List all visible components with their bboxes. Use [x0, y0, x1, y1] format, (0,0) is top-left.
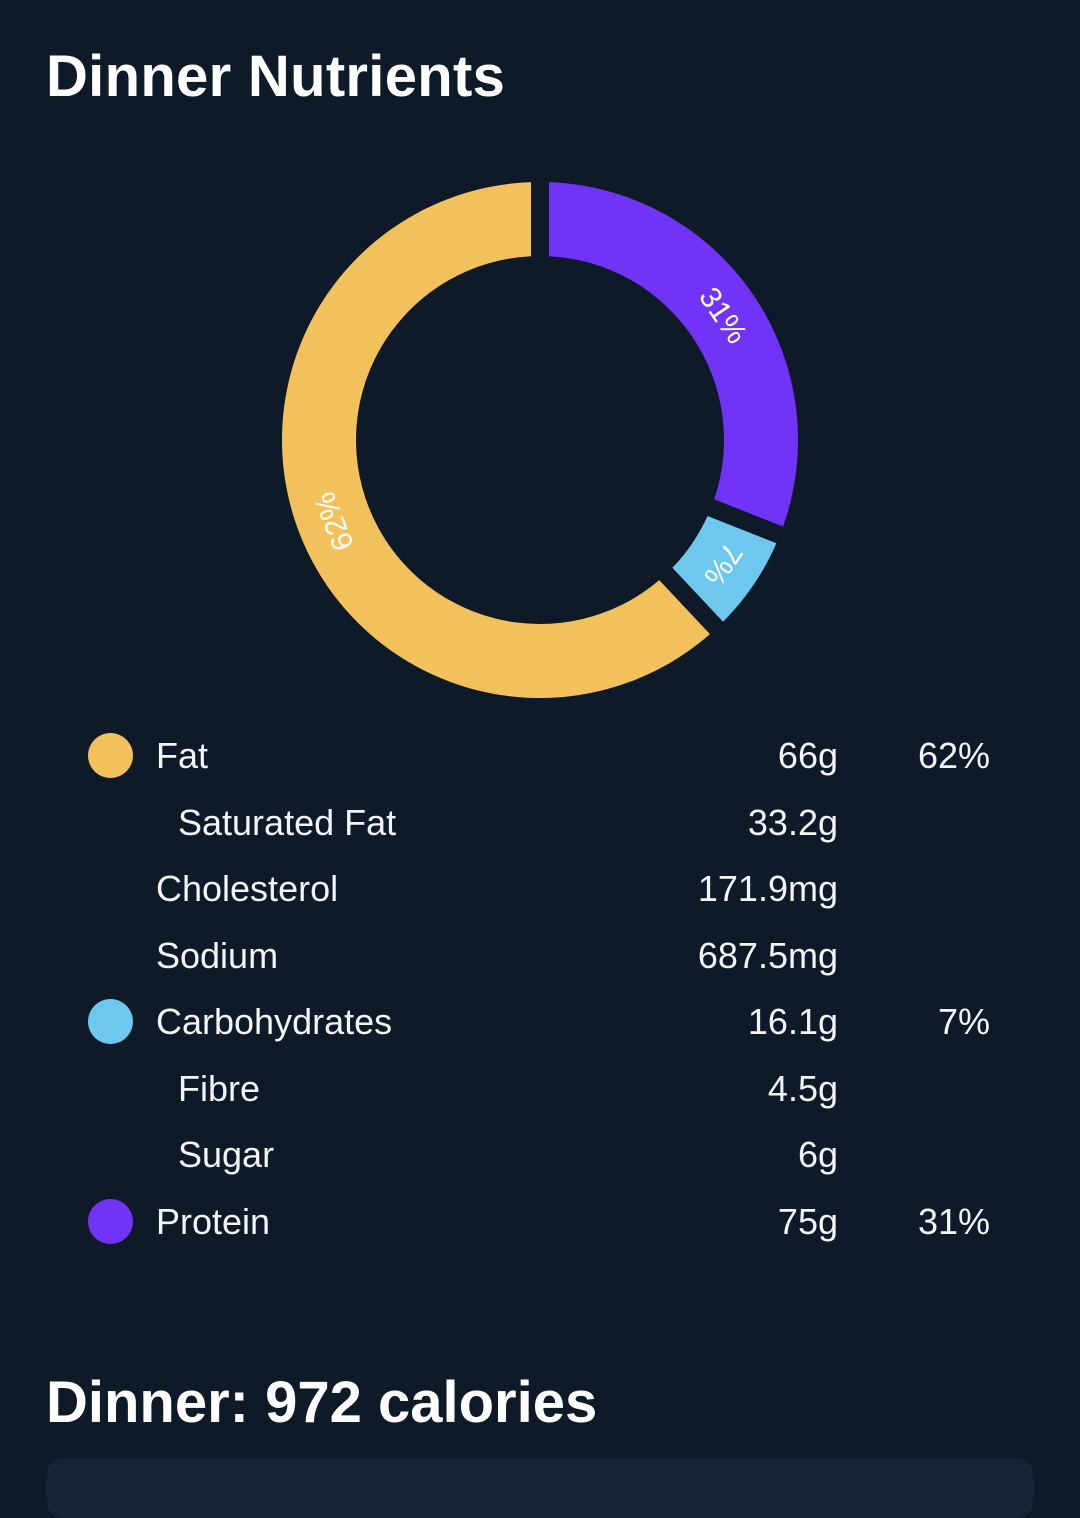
- nutrient-label: Fibre: [178, 1067, 261, 1109]
- donut-slice-carbohydrates: [672, 516, 777, 622]
- nutrient-amount: 75g: [777, 1200, 838, 1242]
- nutrient-amount: 66g: [777, 735, 838, 776]
- calories-heading: Dinner: 972 calories: [46, 1370, 598, 1435]
- nutrient-amount: 687.5mg: [697, 934, 838, 976]
- fat-color-dot: [88, 733, 133, 778]
- nutrient-amount: 33.2g: [747, 801, 838, 843]
- protein-color-dot: [88, 1198, 133, 1244]
- nutrient-percent: 7%: [937, 1001, 990, 1042]
- page-title: Dinner Nutrients: [46, 44, 506, 109]
- nutrient-percent: 31%: [917, 1200, 990, 1242]
- nutrient-row-fibre: Fibre 4.5g: [0, 1055, 1080, 1122]
- nutrient-amount: 6g: [797, 1134, 838, 1175]
- nutrient-label: Sugar: [178, 1134, 275, 1175]
- carbohydrates-color-dot: [88, 999, 133, 1044]
- nutrient-row-saturated-fat: Saturated Fat 33.2g: [0, 789, 1080, 856]
- nutrient-label: Fat: [156, 735, 209, 776]
- nutrient-row-carbohydrates: Carbohydrates 16.1g 7%: [0, 988, 1080, 1055]
- nutrient-row-cholesterol: Cholesterol 171.9mg: [0, 855, 1080, 922]
- donut-slice-protein: [548, 182, 798, 527]
- nutrient-donut-chart: 31%7%62%: [281, 182, 798, 698]
- nutrient-amount: 4.5g: [767, 1067, 838, 1109]
- nutrient-row-protein: Protein 75g 31%: [0, 1188, 1080, 1255]
- nutrient-label: Protein: [156, 1200, 271, 1242]
- meal-card[interactable]: [46, 1458, 1034, 1518]
- nutrient-label: Cholesterol: [156, 868, 339, 909]
- nutrient-label: Sodium: [156, 934, 279, 976]
- donut-slice-fat: [281, 182, 710, 698]
- nutrient-row-sodium: Sodium 687.5mg: [0, 922, 1080, 989]
- nutrient-percent: 62%: [917, 735, 990, 776]
- nutrient-list: Fat 66g 62% Saturated Fat 33.2g Choleste…: [0, 722, 1080, 1254]
- nutrient-row-sugar: Sugar 6g: [0, 1121, 1080, 1188]
- nutrient-amount: 16.1g: [747, 1001, 838, 1042]
- nutrient-label: Carbohydrates: [156, 1001, 393, 1042]
- nutrient-row-fat: Fat 66g 62%: [0, 722, 1080, 789]
- nutrient-amount: 171.9mg: [697, 868, 838, 909]
- nutrient-label: Saturated Fat: [178, 801, 397, 843]
